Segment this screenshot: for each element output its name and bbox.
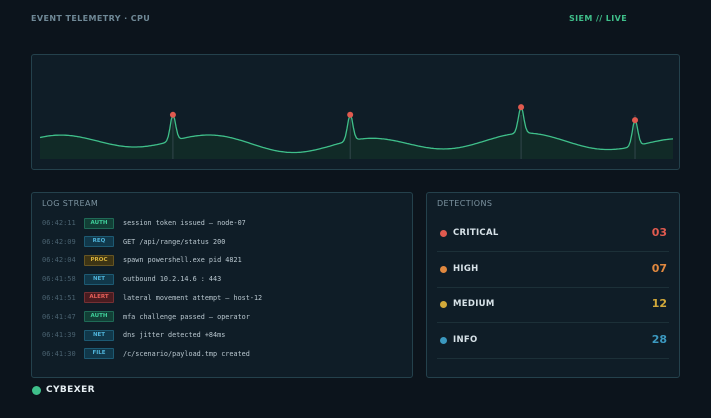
detection-label: HIGH <box>453 263 479 274</box>
log-message: outbound 10.2.14.6 : 443 <box>123 275 222 284</box>
log-entry: 06:41:30 FILE/c/scenario/payload.tmp crea… <box>42 348 250 360</box>
log-tag-badge: ALERT <box>84 292 114 304</box>
detection-label: CRITICAL <box>453 228 499 238</box>
log-tag-badge: NET <box>84 273 114 285</box>
detections-panel: DETECTIONS CRITICAL 03 HIGH 07 MEDIUM 12 INFO 2… <box>426 192 680 378</box>
brand-dot-icon <box>32 385 41 395</box>
log-timestamp: 06:42:11 <box>42 219 76 227</box>
brand-logo: CYBEXER <box>32 385 95 395</box>
detection-count: 07 <box>651 261 667 275</box>
waveform-area <box>40 107 673 159</box>
spike-point[interactable] <box>632 117 639 124</box>
detection-row-medium[interactable]: MEDIUM 12 <box>437 287 669 323</box>
log-message: dns jitter detected +84ms <box>123 331 226 340</box>
log-entry: 06:42:11 AUTH session token issued — node-… <box>42 217 246 229</box>
log-timestamp: 06:41:47 <box>42 312 76 321</box>
log-entry: 06:41:51 ALERT lateral movement attempt — … <box>42 292 262 304</box>
log-message: GET /api/range/status 200 <box>123 237 226 246</box>
log-timestamp: 06:41:51 <box>42 293 76 302</box>
log-message: session token issued — node-07 <box>123 219 246 227</box>
severity-dot-icon <box>440 230 447 237</box>
log-entry: 06:42:04 PROC spawn powershell.exe pid 482… <box>42 254 242 266</box>
severity-dot-icon <box>440 336 447 344</box>
detection-row-critical[interactable]: CRITICAL 03 <box>437 216 669 252</box>
detection-row-high[interactable]: HIGH 07 <box>437 252 669 288</box>
spike-point[interactable] <box>169 111 176 118</box>
brand-name: CYBEXER <box>46 385 95 395</box>
log-entry: 06:42:09 REQ GET /api/range/status 200 <box>42 236 225 248</box>
log-message: lateral movement attempt — host-12 <box>123 293 263 302</box>
severity-dot-icon <box>440 265 447 273</box>
log-timestamp: 06:42:04 <box>42 256 76 265</box>
telemetry-chart-panel <box>31 54 680 170</box>
spike-point[interactable] <box>518 104 525 111</box>
detections-title: DETECTIONS <box>437 199 493 208</box>
detection-label: MEDIUM <box>453 299 495 309</box>
spike-point[interactable] <box>347 111 354 118</box>
severity-dot-icon <box>440 301 447 308</box>
log-stream-title: LOG STREAM <box>42 199 99 208</box>
detection-count: 28 <box>651 332 667 346</box>
waveform-line <box>39 105 674 154</box>
log-timestamp: 06:41:30 <box>42 349 76 358</box>
log-message: spawn powershell.exe pid 4821 <box>123 256 242 265</box>
log-tag-badge: AUTH <box>84 217 114 229</box>
log-timestamp: 06:41:58 <box>42 275 76 284</box>
log-tag-badge: REQ <box>84 236 114 248</box>
log-message: /c/scenario/payload.tmp created <box>123 349 250 358</box>
log-tag-badge: AUTH <box>84 311 114 322</box>
log-entry: 06:41:58 NET outbound 10.2.14.6 : 443 <box>42 273 221 285</box>
detection-label: INFO <box>453 334 478 345</box>
telemetry-waveform-chart <box>39 104 674 159</box>
log-tag-badge: FILE <box>84 348 114 360</box>
page-title: EVENT TELEMETRY · CPU <box>31 14 151 23</box>
log-tag-badge: PROC <box>84 254 114 266</box>
log-message: mfa challenge passed — operator <box>123 312 250 321</box>
detection-row-info[interactable]: INFO 28 <box>437 323 669 359</box>
log-tag-badge: NET <box>84 329 114 341</box>
detection-count: 12 <box>651 297 667 310</box>
log-timestamp: 06:42:09 <box>42 237 76 246</box>
log-entry: 06:41:39 NET dns jitter detected +84ms <box>42 329 225 341</box>
live-status-label: SIEM // LIVE <box>569 14 628 23</box>
log-stream-panel: LOG STREAM 06:42:11 AUTH session token iss… <box>31 192 413 378</box>
detection-count: 03 <box>651 226 667 239</box>
log-timestamp: 06:41:39 <box>42 331 76 340</box>
log-entry: 06:41:47 AUTH mfa challenge passed — opera… <box>42 311 250 323</box>
